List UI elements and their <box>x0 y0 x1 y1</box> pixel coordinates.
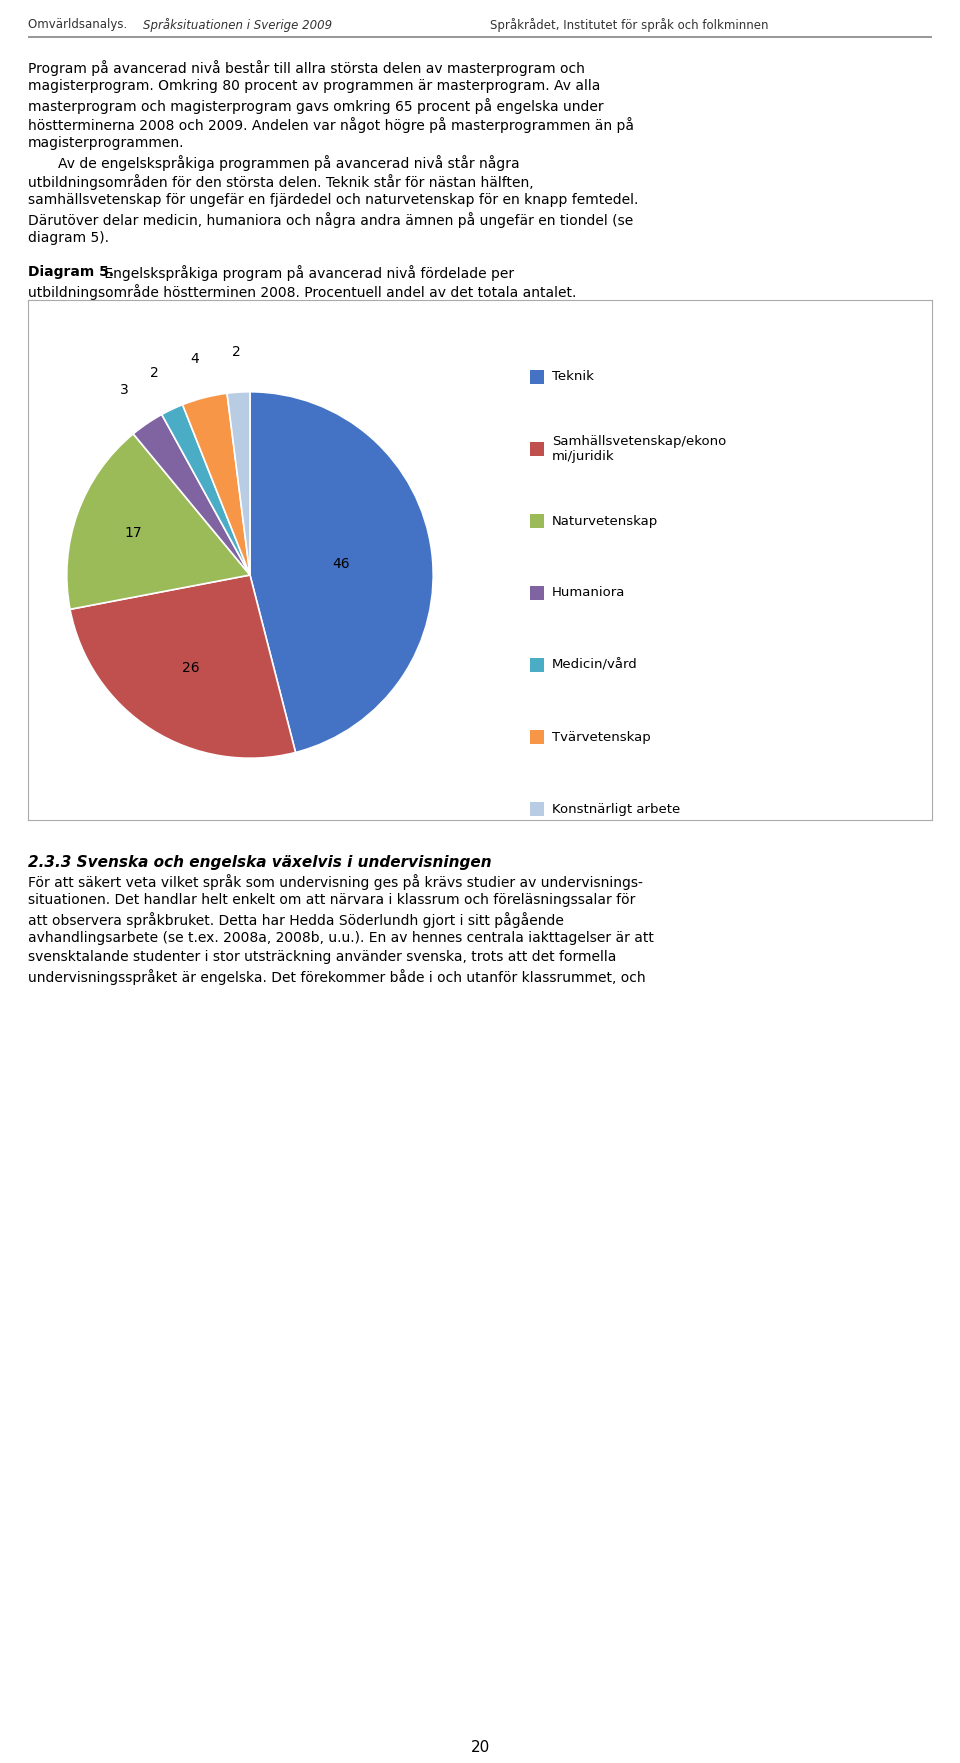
Wedge shape <box>67 434 250 610</box>
Text: att observera språkbruket. Detta har Hedda Söderlundh gjort i sitt pågående: att observera språkbruket. Detta har Hed… <box>28 911 564 927</box>
Text: 17: 17 <box>124 525 141 539</box>
Text: 3: 3 <box>120 383 129 397</box>
Text: 20: 20 <box>470 1740 490 1754</box>
Text: Konstnärligt arbete: Konstnärligt arbete <box>552 802 681 816</box>
Wedge shape <box>227 391 250 575</box>
Text: undervisningsspråket är engelska. Det förekommer både i och utanför klassrummet,: undervisningsspråket är engelska. Det fö… <box>28 970 646 986</box>
Text: magisterprogram. Omkring 80 procent av programmen är masterprogram. Av alla: magisterprogram. Omkring 80 procent av p… <box>28 79 600 93</box>
Text: 2.3.3 Svenska och engelska växelvis i undervisningen: 2.3.3 Svenska och engelska växelvis i un… <box>28 855 492 869</box>
Text: Omvärldsanalys.: Omvärldsanalys. <box>28 18 131 32</box>
Text: 2: 2 <box>151 365 159 379</box>
Text: Språkrådet, Institutet för språk och folkminnen: Språkrådet, Institutet för språk och fol… <box>490 18 769 32</box>
Text: höstterminerna 2008 och 2009. Andelen var något högre på masterprogrammen än på: höstterminerna 2008 och 2009. Andelen va… <box>28 116 634 132</box>
Text: Teknik: Teknik <box>552 370 594 384</box>
Text: Av de engelskspråkiga programmen på avancerad nivå står några: Av de engelskspråkiga programmen på avan… <box>58 155 519 171</box>
Text: Program på avancerad nivå består till allra största delen av masterprogram och: Program på avancerad nivå består till al… <box>28 60 585 76</box>
Text: För att säkert veta vilket språk som undervisning ges på krävs studier av underv: För att säkert veta vilket språk som und… <box>28 874 643 890</box>
Text: magisterprogrammen.: magisterprogrammen. <box>28 136 184 150</box>
Text: Humaniora: Humaniora <box>552 587 625 599</box>
Text: Naturvetenskap: Naturvetenskap <box>552 515 659 527</box>
Text: samhällsvetenskap för ungefär en fjärdedel och naturvetenskap för en knapp femte: samhällsvetenskap för ungefär en fjärded… <box>28 192 638 206</box>
Text: 2: 2 <box>231 346 240 360</box>
Wedge shape <box>161 405 250 575</box>
Text: situationen. Det handlar helt enkelt om att närvara i klassrum och föreläsningss: situationen. Det handlar helt enkelt om … <box>28 894 636 906</box>
Text: 26: 26 <box>182 661 200 675</box>
Wedge shape <box>250 391 433 753</box>
Wedge shape <box>133 414 250 575</box>
Text: avhandlingsarbete (se t.ex. 2008a, 2008b, u.u.). En av hennes centrala iakttagel: avhandlingsarbete (se t.ex. 2008a, 2008b… <box>28 931 654 945</box>
Text: Därutöver delar medicin, humaniora och några andra ämnen på ungefär en tiondel (: Därutöver delar medicin, humaniora och n… <box>28 212 634 227</box>
Text: diagram 5).: diagram 5). <box>28 231 109 245</box>
Text: Samhällsvetenskap/ekono
mi/juridik: Samhällsvetenskap/ekono mi/juridik <box>552 435 727 464</box>
Text: Språksituationen i Sverige 2009: Språksituationen i Sverige 2009 <box>143 18 332 32</box>
Text: Diagram 5.: Diagram 5. <box>28 264 114 279</box>
Text: Medicin/vård: Medicin/vård <box>552 659 637 672</box>
Text: Engelskspråkiga program på avancerad nivå fördelade per: Engelskspråkiga program på avancerad niv… <box>100 264 515 280</box>
Text: 4: 4 <box>190 351 199 365</box>
Text: svensktalande studenter i stor utsträckning använder svenska, trots att det form: svensktalande studenter i stor utsträckn… <box>28 950 616 964</box>
Wedge shape <box>70 575 296 758</box>
Text: masterprogram och magisterprogram gavs omkring 65 procent på engelska under: masterprogram och magisterprogram gavs o… <box>28 99 604 115</box>
Text: 46: 46 <box>332 557 349 571</box>
Wedge shape <box>182 393 250 575</box>
Text: utbildningsområden för den största delen. Teknik står för nästan hälften,: utbildningsområden för den största delen… <box>28 175 534 190</box>
Text: Tvärvetenskap: Tvärvetenskap <box>552 730 651 744</box>
Text: utbildningsområde höstterminen 2008. Procentuell andel av det totala antalet.: utbildningsområde höstterminen 2008. Pro… <box>28 284 576 300</box>
